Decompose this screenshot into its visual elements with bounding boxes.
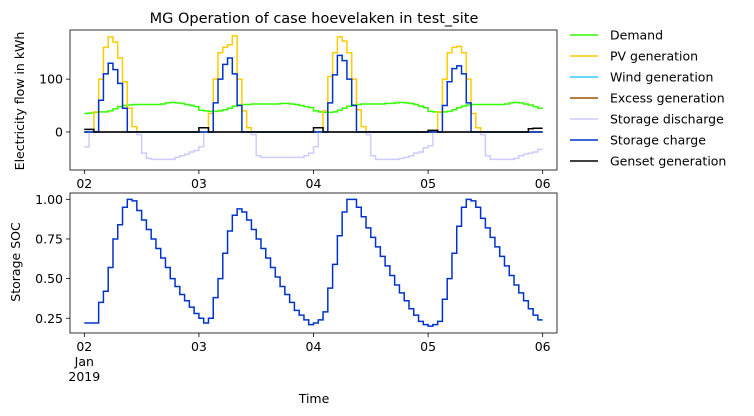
x-tick-sublabel: 2019 bbox=[68, 369, 100, 384]
x-tick-label: 06 bbox=[535, 339, 551, 354]
x-tick-label: 06 bbox=[535, 176, 551, 191]
y-tick-label: 1.00 bbox=[35, 192, 63, 207]
legend-label: Storage charge bbox=[610, 133, 706, 148]
x-tick-sublabel: Jan bbox=[74, 354, 94, 369]
bottom-y-axis-label: Storage SOC bbox=[8, 222, 23, 302]
series-line-pv-generation bbox=[84, 35, 543, 133]
legend-label: Storage discharge bbox=[610, 112, 724, 127]
x-tick-label: 02 bbox=[76, 176, 92, 191]
y-tick-label: 0.25 bbox=[35, 311, 63, 326]
legend-label: Demand bbox=[610, 28, 663, 43]
series-line-genset-generation bbox=[84, 126, 543, 133]
legend: Demand PV generation Wind generation Excess… bbox=[570, 28, 726, 169]
y-tick-label: 100 bbox=[39, 72, 63, 87]
x-tick-label: 02 bbox=[76, 339, 92, 354]
chart-title: MG Operation of case hoevelaken in test_… bbox=[150, 11, 479, 27]
y-tick-label: 0.50 bbox=[35, 271, 63, 286]
legend-label: PV generation bbox=[610, 49, 698, 64]
legend-label: Wind generation bbox=[610, 70, 713, 85]
x-tick-label: 04 bbox=[306, 176, 322, 191]
axes-frame bbox=[69, 192, 558, 334]
legend-label: Excess generation bbox=[610, 91, 725, 106]
series-line-storage-discharge bbox=[84, 131, 543, 161]
x-tick-label: 05 bbox=[420, 176, 436, 191]
x-tick-label: 05 bbox=[420, 339, 436, 354]
top-y-axis-label: Electricity flow in kWh bbox=[12, 32, 27, 171]
x-tick-label: 03 bbox=[191, 176, 207, 191]
series-line-storage-charge bbox=[84, 54, 543, 133]
series-line-soc bbox=[84, 198, 543, 327]
y-tick-label: 0.75 bbox=[35, 231, 63, 246]
x-axis-label: Time bbox=[298, 391, 330, 406]
legend-label: Genset generation bbox=[610, 154, 726, 169]
x-tick-label: 03 bbox=[191, 339, 207, 354]
top-plot-area: 0 100 02 03 04 05 06 bbox=[39, 29, 558, 191]
x-tick-label: 04 bbox=[306, 339, 322, 354]
series-line-demand bbox=[84, 101, 543, 115]
y-tick-label: 0 bbox=[55, 124, 63, 139]
